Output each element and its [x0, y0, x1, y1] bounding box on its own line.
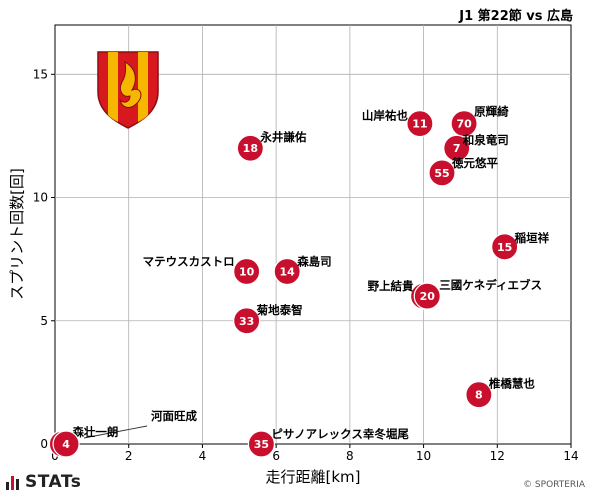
point-number-label: 14: [280, 265, 296, 278]
point-name-label: 徳元悠平: [451, 156, 498, 170]
label-leaders: [83, 425, 148, 439]
point-name-label: 永井謙佑: [259, 130, 306, 144]
point-name-label: 椎橋慧也: [488, 377, 535, 391]
point-name-label: 山岸祐也: [362, 109, 408, 123]
point-name-label: 森壮一朗: [72, 425, 118, 439]
point-number-label: 35: [254, 438, 269, 451]
point-name-label: 森島司: [297, 254, 332, 268]
data-point: [406, 109, 434, 138]
point-name-label: 野上結貴: [368, 279, 414, 293]
point-number-label: 4: [62, 438, 70, 451]
x-axis-title: 走行距離[km]: [265, 468, 360, 486]
point-number-label: 20: [420, 290, 436, 303]
copyright: © SPORTERIA: [523, 480, 585, 490]
data-point: [450, 109, 478, 138]
data-point: [233, 257, 261, 286]
point-number-label: 7: [453, 142, 461, 155]
point-number-label: 15: [497, 241, 512, 254]
data-point: [236, 134, 264, 162]
point-number-label: 70: [456, 118, 472, 131]
data-point: [233, 307, 261, 335]
stats-brand-text: STATs: [25, 472, 82, 492]
point-number-label: 33: [239, 315, 254, 328]
point-name-label: 原輝綺: [474, 105, 509, 119]
label-leader-line: [83, 425, 148, 439]
stats-logo-icon: [6, 474, 19, 490]
point-name-label: 河面旺成: [151, 409, 197, 423]
stats-logo: STATs: [6, 472, 81, 492]
point-name-label: マテウスカストロ: [143, 254, 235, 268]
data-point: [443, 134, 471, 162]
point-name-label: 和泉竜司: [463, 133, 509, 147]
team-emblem-icon: [97, 51, 159, 129]
point-number-label: 8: [475, 389, 483, 402]
y-axis-title: スプリント回数[回]: [8, 168, 26, 300]
x-tick-label: 4: [199, 449, 207, 463]
y-tick-label: 15: [33, 67, 48, 81]
data-point: [491, 233, 519, 261]
y-tick-label: 0: [40, 437, 48, 451]
data-point: [465, 381, 493, 409]
data-point: [52, 430, 80, 458]
data-point: [247, 430, 275, 458]
x-tick-label: 14: [563, 449, 578, 463]
chart-title: J1 第22節 vs 広島: [459, 9, 573, 24]
axis-ticks: 0 2 4 6 8 10 12 14 0 5 10 15: [33, 67, 579, 463]
point-name-label: 菊地泰智: [257, 303, 303, 317]
x-tick-label: 2: [125, 449, 133, 463]
x-tick-label: 8: [346, 449, 354, 463]
x-tick-label: 0: [51, 449, 59, 463]
data-point: [273, 257, 301, 286]
data-point: [428, 159, 456, 187]
point-number-label: 10: [239, 265, 255, 278]
point-name-label: ピサノアレックス幸冬堀尾: [271, 427, 409, 441]
point-number-label: 11: [412, 118, 427, 131]
point-number-label: 55: [434, 167, 449, 180]
point-name-label: 三國ケネディエブス: [439, 278, 542, 292]
point-number-label: 18: [243, 142, 258, 155]
y-tick-label: 5: [40, 314, 48, 328]
x-tick-label: 10: [416, 449, 431, 463]
point-name-label: 稲垣祥: [515, 231, 550, 245]
x-tick-label: 6: [272, 449, 280, 463]
data-point: [413, 282, 441, 310]
y-tick-label: 10: [33, 191, 48, 205]
x-tick-label: 12: [490, 449, 505, 463]
